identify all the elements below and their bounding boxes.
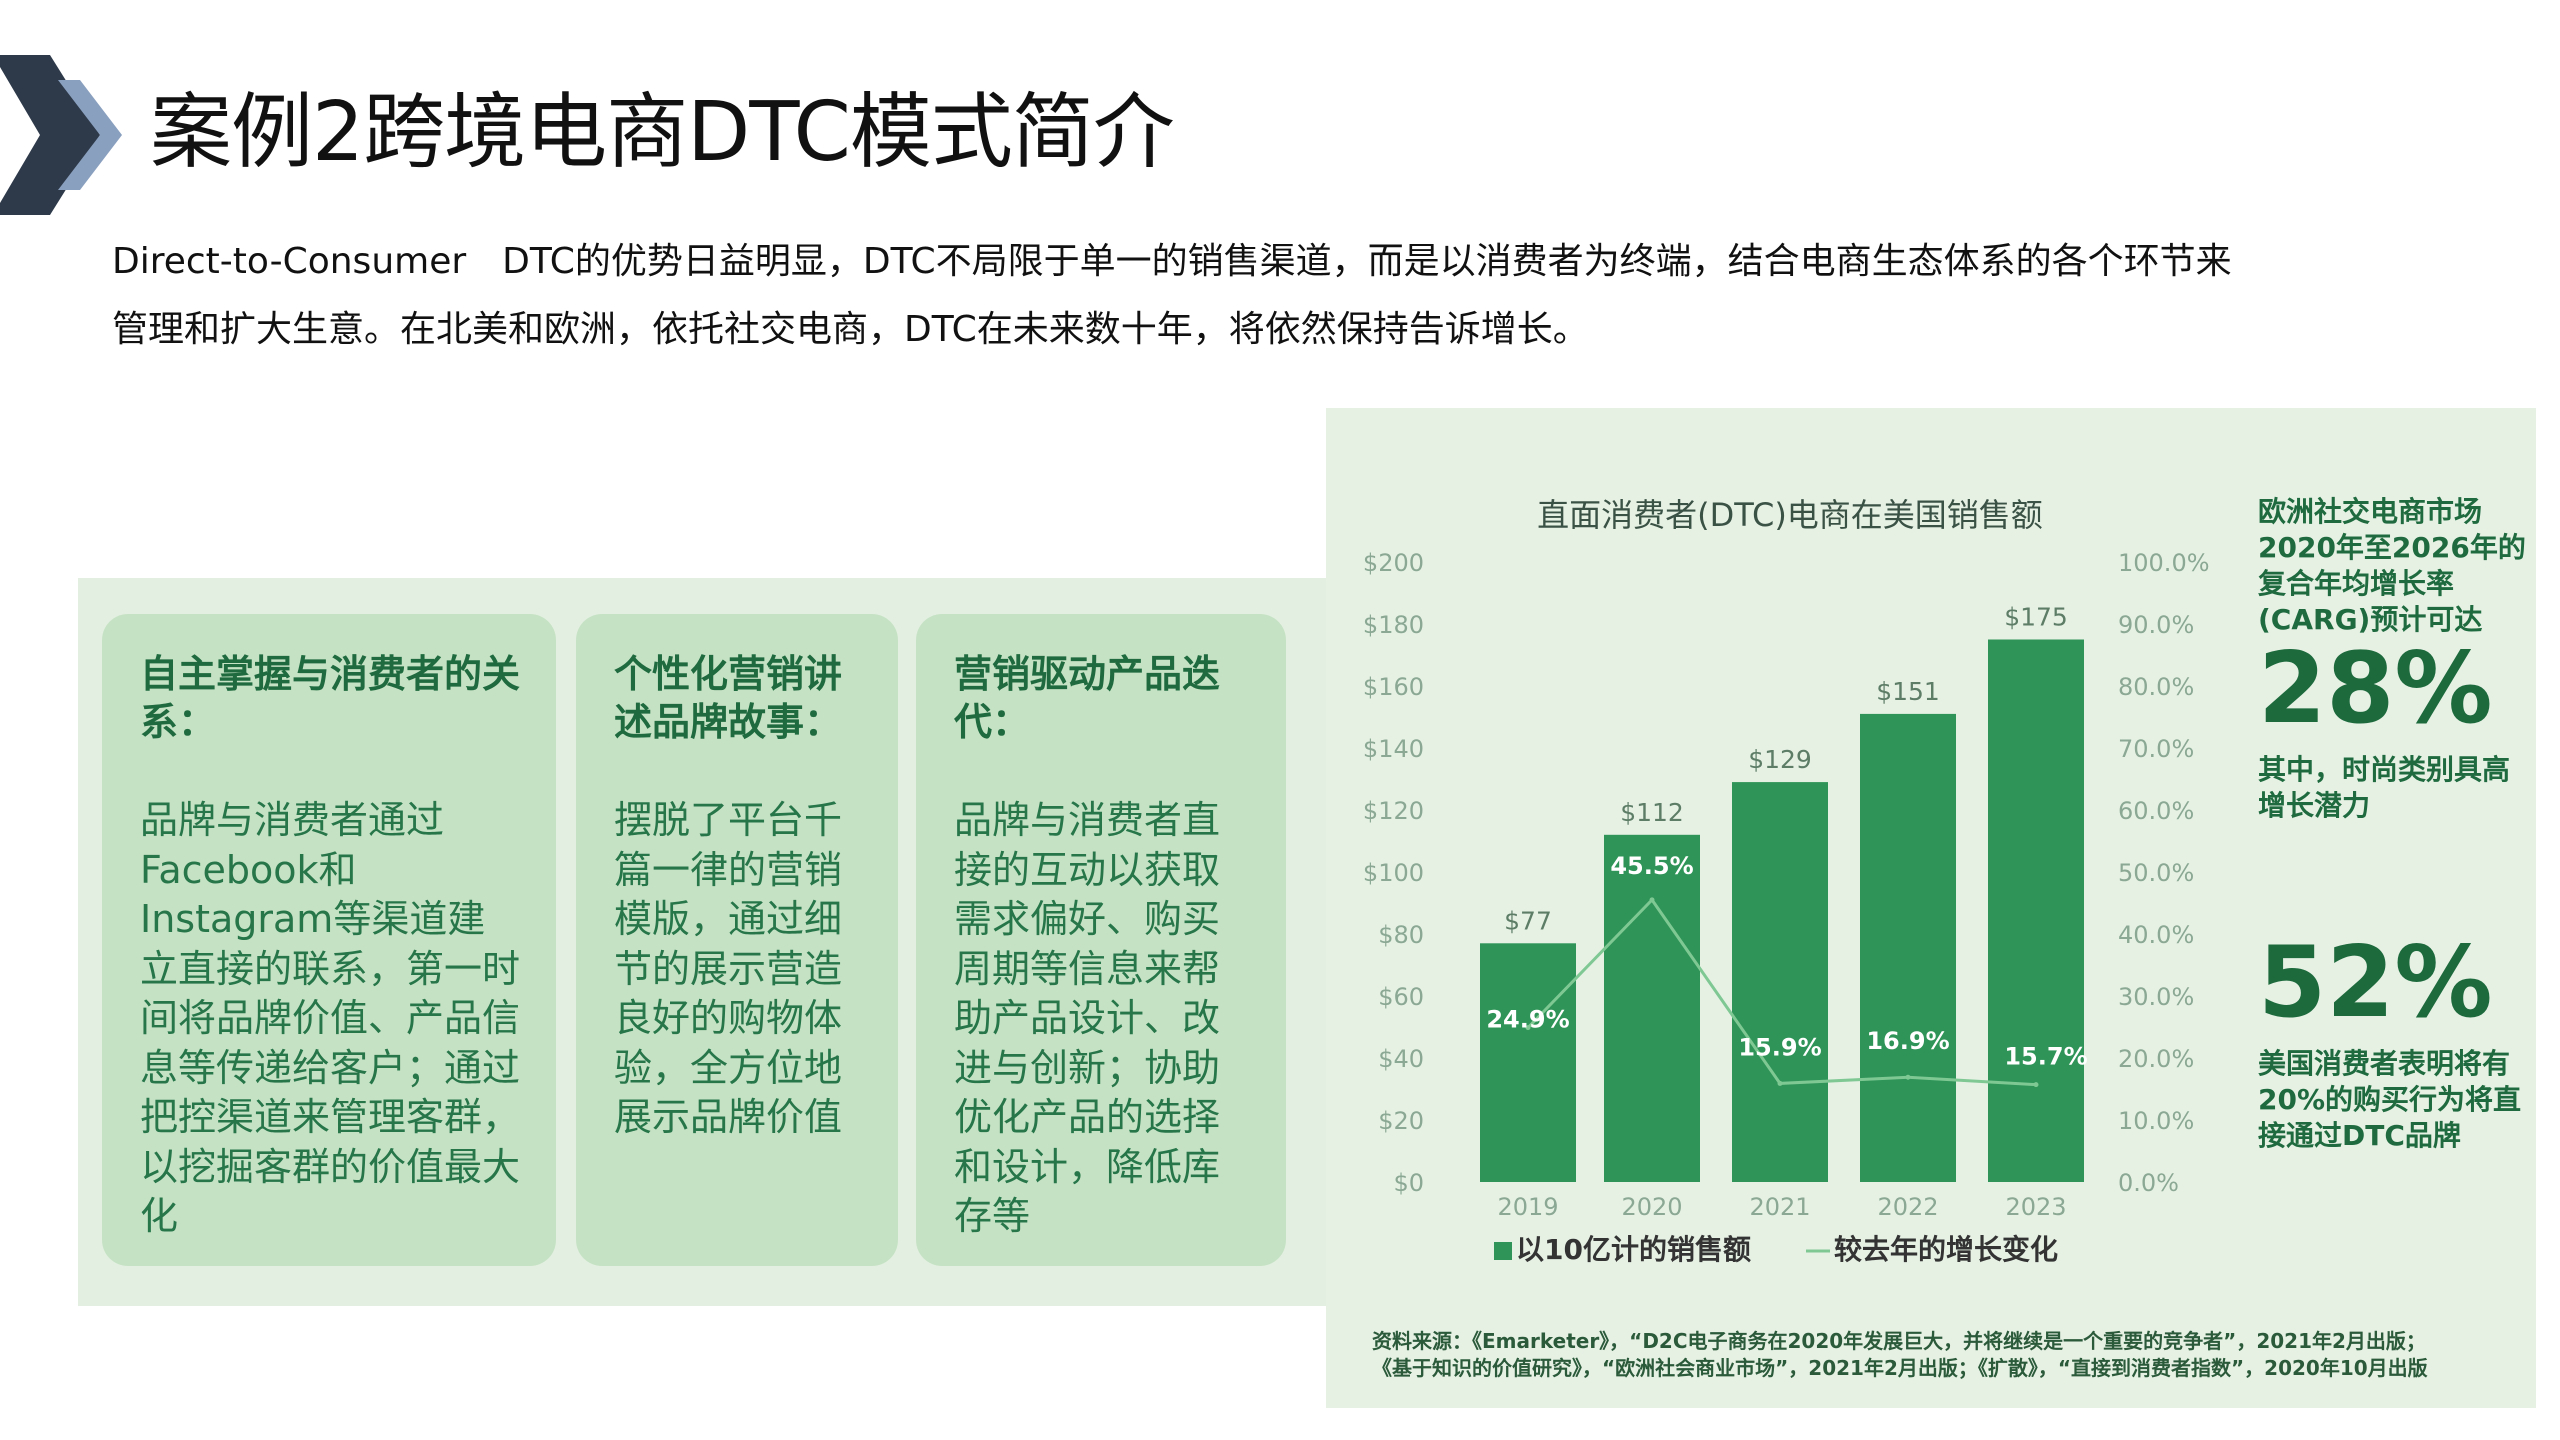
chart-title: 直面消费者(DTC)电商在美国销售额: [1537, 496, 2043, 534]
dtc-sales-chart: 直面消费者(DTC)电商在美国销售额 $0 $20 $40 $60 $80 $100 $120…: [1363, 496, 2210, 1266]
y-left-tick-label: $60: [1378, 983, 1424, 1011]
intro-line-1: Direct-to-Consumer DTC的优势日益明显，DTC不局限于单一的…: [112, 241, 2232, 282]
bar-value-label: $151: [1876, 677, 1940, 706]
card-body: 品牌与消费者直接的互动以获取需求偏好、购买周期等信息来帮助产品设计、改进与创新；…: [954, 798, 1221, 1238]
stat2-value: 52%: [2258, 926, 2493, 1040]
y-right-tick-label: 40.0%: [2118, 921, 2194, 949]
y-left-tick-label: $0: [1393, 1169, 1424, 1197]
y-left-tick-label: $140: [1363, 735, 1424, 763]
growth-value-label: 15.9%: [1738, 1033, 1821, 1061]
growth-point: [1777, 1080, 1783, 1086]
y-left-tick-label: $80: [1378, 921, 1424, 949]
chevron-light-icon: [58, 80, 122, 190]
bar: [1732, 782, 1828, 1182]
bar-value-label: $129: [1748, 745, 1812, 774]
growth-value-label: 16.9%: [1866, 1027, 1949, 1055]
y-left-tick-label: $160: [1363, 673, 1424, 701]
stat1-value: 28%: [2258, 632, 2493, 746]
stat2-note: 美国消费者表明将有20%的购买行为将直接通过DTC品牌: [2258, 1047, 2522, 1152]
intro-line-2: 管理和扩大生意。在北美和欧洲，依托社交电商，DTC在未来数十年，将依然保持告诉增…: [112, 309, 1589, 350]
x-tick-label: 2022: [1877, 1193, 1938, 1221]
growth-point: [2033, 1082, 2039, 1088]
x-tick-label: 2020: [1621, 1193, 1682, 1221]
x-tick-label: 2019: [1497, 1193, 1558, 1221]
intro-paragraph: Direct-to-Consumer DTC的优势日益明显，DTC不局限于单一的…: [112, 228, 2342, 364]
card-product-iteration: 营销驱动产品迭代： 品牌与消费者直接的互动以获取需求偏好、购买周期等信息来帮助产…: [916, 614, 1286, 1266]
y-right-tick-label: 70.0%: [2118, 735, 2194, 763]
card-title: 营销驱动产品迭代：: [954, 652, 1221, 744]
y-right-tick-label: 60.0%: [2118, 797, 2194, 825]
card-title: 自主掌握与消费者的关系：: [140, 652, 521, 744]
legend-line-label: 较去年的增长变化: [1834, 1233, 2058, 1266]
growth-point: [1905, 1074, 1911, 1080]
bar: [1480, 943, 1576, 1182]
growth-value-label: 45.5%: [1610, 852, 1693, 880]
legend-bar-swatch: [1494, 1242, 1512, 1260]
card-title: 个性化营销讲述品牌故事：: [614, 652, 843, 744]
stat1-note: 其中，时尚类别具高增长潜力: [2258, 753, 2511, 822]
card-body: 品牌与消费者通过Facebook和Instagram等渠道建立直接的联系，第一时…: [140, 798, 521, 1238]
y-left-tick-label: $20: [1378, 1107, 1424, 1135]
page-title: 案例2跨境电商DTC模式简介: [150, 85, 1175, 180]
growth-value-label: 24.9%: [1486, 1006, 1569, 1034]
chevron-dark-icon: [0, 55, 100, 215]
chevron-arrow-decoration: [0, 55, 122, 215]
y-left-tick-label: $100: [1363, 859, 1424, 887]
growth-point: [1649, 897, 1655, 903]
y-left-tick-label: $200: [1363, 549, 1424, 577]
x-tick-label: 2021: [1749, 1193, 1810, 1221]
y-right-tick-label: 20.0%: [2118, 1045, 2194, 1073]
growth-value-label: 15.7%: [2004, 1043, 2087, 1071]
growth-point: [1525, 1025, 1531, 1031]
y-right-tick-label: 0.0%: [2118, 1169, 2179, 1197]
card-body: 摆脱了平台千篇一律的营销模版，通过细节的展示营造良好的购物体验，全方位地展示品牌…: [614, 798, 843, 1139]
y-right-tick-label: 90.0%: [2118, 611, 2194, 639]
bar: [1860, 713, 1956, 1182]
source-note: 资料来源：《Emarketer》，“D2C电子商务在2020年发展巨大，并将继续…: [1372, 1329, 2428, 1380]
card-customer-relationship: 自主掌握与消费者的关系： 品牌与消费者通过Facebook和Instagram等…: [102, 614, 556, 1266]
y-left-tick-label: $40: [1378, 1045, 1424, 1073]
bar-value-label: $112: [1620, 798, 1684, 827]
x-tick-label: 2023: [2005, 1193, 2066, 1221]
legend-bar-label: 以10亿计的销售额: [1516, 1233, 1751, 1266]
y-right-tick-label: 10.0%: [2118, 1107, 2194, 1135]
bar-value-label: $77: [1504, 906, 1552, 935]
y-right-tick-label: 50.0%: [2118, 859, 2194, 887]
y-right-tick-label: 100.0%: [2118, 549, 2210, 577]
bar: [1988, 639, 2084, 1182]
y-right-tick-label: 30.0%: [2118, 983, 2194, 1011]
stat1-caption: 欧洲社交电商市场2020年至2026年的复合年均增长率(CARG)预计可达: [2258, 495, 2526, 636]
y-left-tick-label: $180: [1363, 611, 1424, 639]
y-left-tick-label: $120: [1363, 797, 1424, 825]
bar-value-label: $175: [2004, 603, 2068, 632]
y-right-tick-label: 80.0%: [2118, 673, 2194, 701]
card-brand-story: 个性化营销讲述品牌故事： 摆脱了平台千篇一律的营销模版，通过细节的展示营造良好的…: [576, 614, 898, 1266]
bar: [1604, 834, 1700, 1182]
